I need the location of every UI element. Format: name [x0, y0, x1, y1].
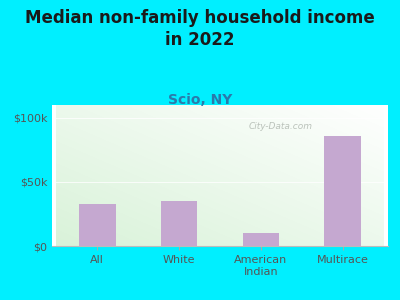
Bar: [324, 136, 361, 246]
Text: Median non-family household income
in 2022: Median non-family household income in 20…: [25, 9, 375, 49]
Bar: [160, 201, 198, 246]
Text: City-Data.com: City-Data.com: [248, 122, 312, 131]
Bar: [79, 204, 116, 246]
Bar: [242, 233, 280, 246]
Text: Scio, NY: Scio, NY: [168, 93, 232, 107]
